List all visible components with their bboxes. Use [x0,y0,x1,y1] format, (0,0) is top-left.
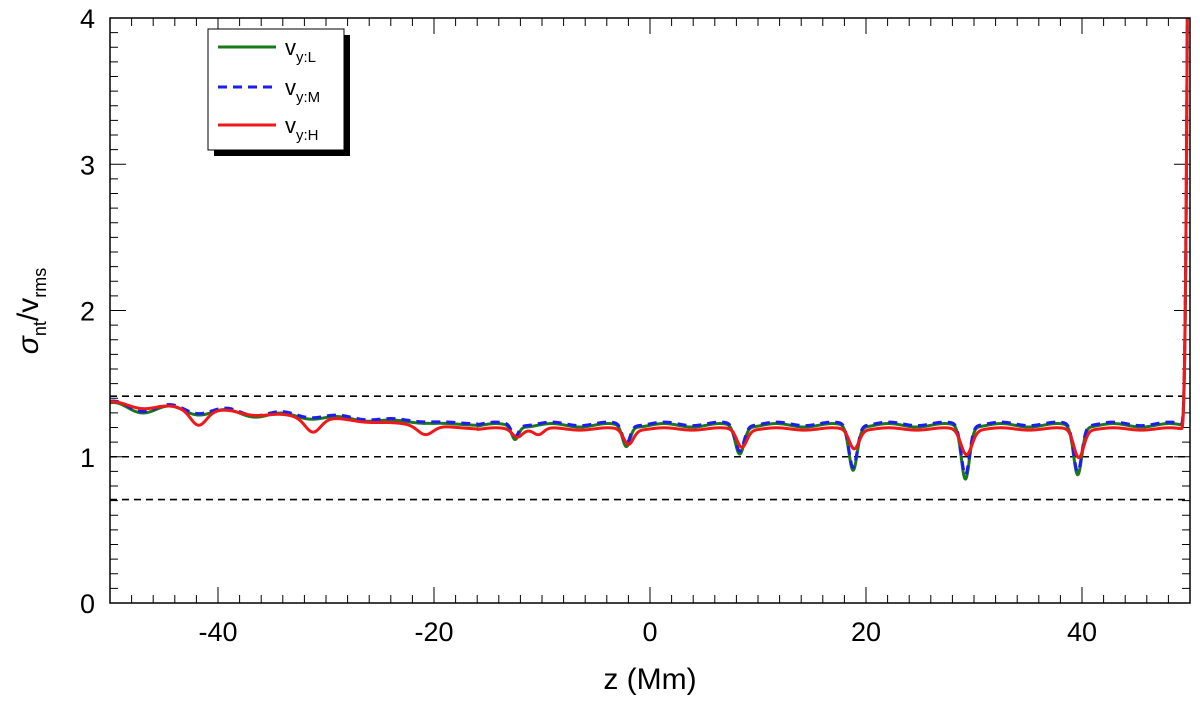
legend-label-0-name: v [285,35,296,60]
series-lines [109,17,1189,481]
legend-label-0-sub: y:L [296,49,316,66]
legend-label-1: vy:M [285,75,320,106]
y-tick-label: 1 [80,443,95,473]
legend-label-2-name: v [285,113,296,138]
y-axis-title-sep: /v [12,298,45,321]
y-tick-label: 3 [80,150,95,180]
x-tick-label: 0 [642,617,657,647]
x-tick-label: -40 [198,617,237,647]
legend-label-0: vy:L [285,35,316,66]
y-axis-title: σnt/vrms [12,268,50,354]
y-tick-label: 0 [80,589,95,619]
x-axis-title: z (Mm) [603,663,696,696]
y-axis-title-base-sub: nt [30,321,50,336]
legend: vy:L vy:M vy:H [207,28,350,156]
x-tick-label: -20 [414,617,453,647]
legend-label-2: vy:H [285,113,319,144]
y-axis-title-sep-sub: rms [30,268,50,298]
legend-label-1-name: v [285,75,296,100]
legend-label-1-sub: y:M [296,89,320,106]
reference-lines [110,395,1190,501]
series-line-2 [109,17,1189,460]
y-tick-label: 4 [80,4,95,34]
y-axis-title-base: σ [12,334,45,354]
x-tick-label: 40 [1067,617,1097,647]
legend-box [207,28,345,151]
x-tick-label: 20 [851,617,881,647]
tick-labels: -40 -20 0 20 40 0 1 2 3 4 [80,4,1097,647]
series-line-1 [109,17,1189,477]
plot-frame [109,17,1191,604]
y-tick-label: 2 [80,297,95,327]
legend-label-2-sub: y:H [296,127,319,144]
